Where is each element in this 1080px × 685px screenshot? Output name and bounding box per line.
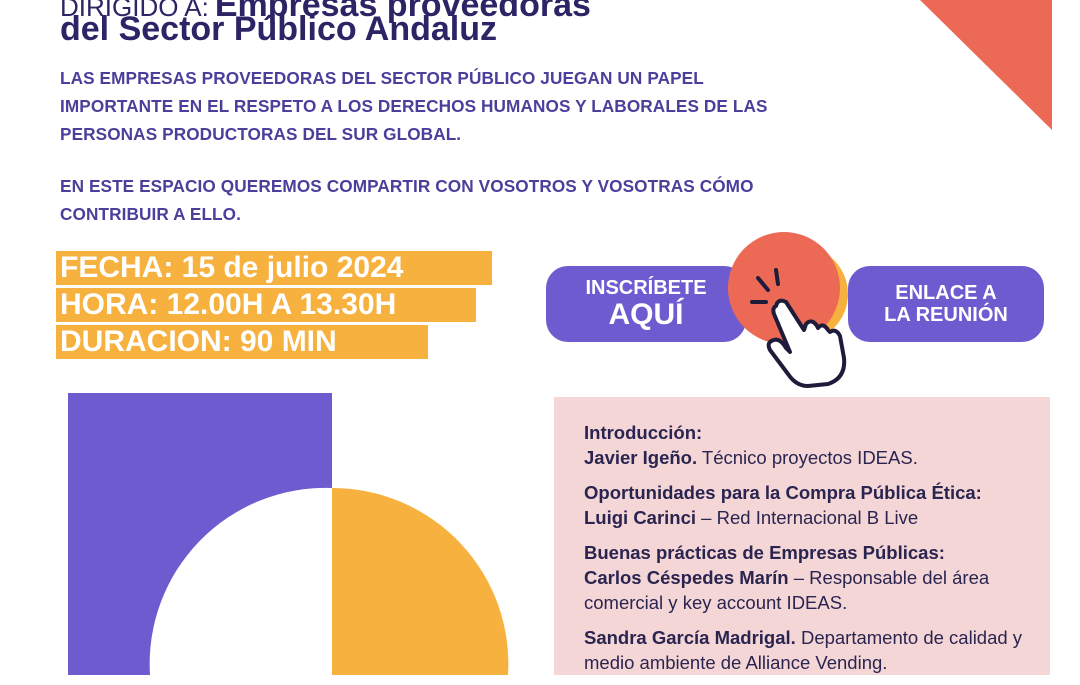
audience-prefix: DIRIGIDO A: xyxy=(60,0,209,22)
decorative-shapes xyxy=(68,393,509,675)
event-time: HORA: 12.00H A 13.30H xyxy=(56,288,476,322)
agenda-heading: Buenas prácticas de Empresas Públicas: xyxy=(584,542,945,563)
meeting-link-button[interactable]: ENLACE A LA REUNIÓN xyxy=(848,266,1044,342)
speaker-role: Departamento de calidad y medio ambiente… xyxy=(584,627,1023,673)
agenda-panel xyxy=(554,397,1050,675)
agenda-heading: Oportunidades para la Compra Pública Éti… xyxy=(584,482,982,503)
meeting-label-line2: LA REUNIÓN xyxy=(884,304,1008,326)
speaker-name: Carlos Céspedes Marín xyxy=(584,567,789,588)
event-duration: DURACION: 90 MIN xyxy=(56,325,428,359)
register-label-line1: INSCRÍBETE xyxy=(585,277,707,299)
agenda-item-ethical-procurement: Oportunidades para la Compra Pública Éti… xyxy=(584,480,1034,530)
intro-paragraph: LAS EMPRESAS PROVEEDORAS DEL SECTOR PÚBL… xyxy=(60,68,768,144)
speaker-name: Luigi Carinci xyxy=(584,507,697,528)
meeting-label-line1: ENLACE A xyxy=(895,282,997,304)
hand-pointer-click-icon xyxy=(728,232,848,388)
speaker-role: – Red Internacional B Live xyxy=(696,507,919,528)
header-title-line2: del Sector Público Andaluz xyxy=(60,10,498,48)
register-label-line2: AQUÍ xyxy=(608,298,684,331)
corner-triangle-icon xyxy=(920,0,1052,130)
agenda-item-intro: Introducción: Javier Igeño. Técnico proy… xyxy=(584,420,1034,470)
event-date: FECHA: 15 de julio 2024 xyxy=(56,251,492,285)
header-title-line1: DIRIGIDO A: Empresas proveedoras xyxy=(60,0,591,24)
register-button[interactable]: INSCRÍBETE AQUÍ xyxy=(546,266,746,342)
speaker-role: Técnico proyectos IDEAS. xyxy=(697,447,918,468)
agenda-list: Introducción: Javier Igeño. Técnico proy… xyxy=(584,420,1034,685)
agenda-item-good-practices: Buenas prácticas de Empresas Públicas: C… xyxy=(584,540,1034,615)
speaker-role: – Responsable del área comercial y key a… xyxy=(584,567,990,613)
agenda-item-quality: Sandra García Madrigal. Departamento de … xyxy=(584,625,1034,675)
speaker-name: Javier Igeño. xyxy=(584,447,698,468)
purpose-paragraph: EN ESTE ESPACIO QUEREMOS COMPARTIR CON V… xyxy=(60,176,754,224)
speaker-name: Sandra García Madrigal. xyxy=(584,627,796,648)
agenda-heading: Introducción: xyxy=(584,422,703,443)
title-line1-text: Empresas proveedoras xyxy=(214,0,591,24)
